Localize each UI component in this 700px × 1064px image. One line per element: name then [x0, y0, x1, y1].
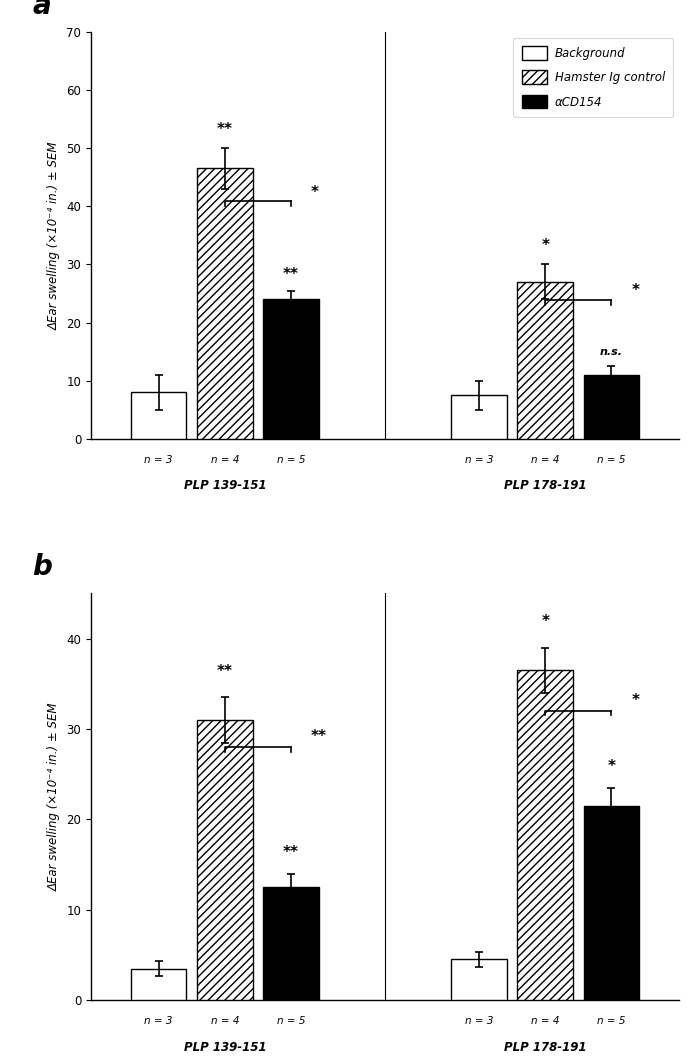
- Bar: [197, 720, 253, 1000]
- Text: b: b: [32, 553, 52, 581]
- Text: n = 4: n = 4: [211, 455, 239, 465]
- Text: PLP 139-151: PLP 139-151: [183, 480, 266, 493]
- Bar: [131, 968, 186, 1000]
- Text: n = 5: n = 5: [597, 1016, 626, 1027]
- Bar: [131, 393, 186, 438]
- Bar: [263, 887, 318, 1000]
- Text: *: *: [311, 185, 318, 200]
- Bar: [517, 282, 573, 438]
- Text: n = 4: n = 4: [211, 1016, 239, 1027]
- Bar: [452, 960, 507, 1000]
- Text: *: *: [631, 283, 639, 298]
- Text: n = 3: n = 3: [465, 455, 493, 465]
- Bar: [452, 395, 507, 438]
- Text: n = 4: n = 4: [531, 1016, 559, 1027]
- Y-axis label: ΔEar swelling (×10⁻⁴ in.) ± SEM: ΔEar swelling (×10⁻⁴ in.) ± SEM: [48, 142, 61, 330]
- Text: n = 3: n = 3: [144, 455, 173, 465]
- Text: **: **: [217, 664, 233, 679]
- Text: PLP 178-191: PLP 178-191: [504, 1041, 587, 1053]
- Text: n = 3: n = 3: [465, 1016, 493, 1027]
- Text: PLP 139-151: PLP 139-151: [183, 1041, 266, 1053]
- Text: **: **: [217, 121, 233, 136]
- Text: *: *: [541, 237, 550, 253]
- Text: *: *: [541, 615, 550, 630]
- Text: n = 5: n = 5: [597, 455, 626, 465]
- Text: n = 3: n = 3: [144, 1016, 173, 1027]
- Text: **: **: [283, 845, 299, 860]
- Text: **: **: [311, 729, 327, 744]
- Text: n = 5: n = 5: [276, 1016, 305, 1027]
- Bar: [263, 299, 318, 438]
- Text: a: a: [32, 0, 51, 20]
- Text: n.s.: n.s.: [600, 347, 623, 358]
- Bar: [584, 805, 639, 1000]
- Y-axis label: ΔEar swelling (×10⁻⁴ in.) ± SEM: ΔEar swelling (×10⁻⁴ in.) ± SEM: [48, 702, 61, 891]
- Text: *: *: [631, 693, 639, 708]
- Bar: [584, 375, 639, 438]
- Text: **: **: [283, 267, 299, 282]
- Bar: [197, 168, 253, 438]
- Text: n = 4: n = 4: [531, 455, 559, 465]
- Text: PLP 178-191: PLP 178-191: [504, 480, 587, 493]
- Text: n = 5: n = 5: [276, 455, 305, 465]
- Legend: Background, Hamster Ig control, αCD154: Background, Hamster Ig control, αCD154: [513, 38, 673, 117]
- Text: *: *: [608, 759, 615, 775]
- Bar: [517, 670, 573, 1000]
